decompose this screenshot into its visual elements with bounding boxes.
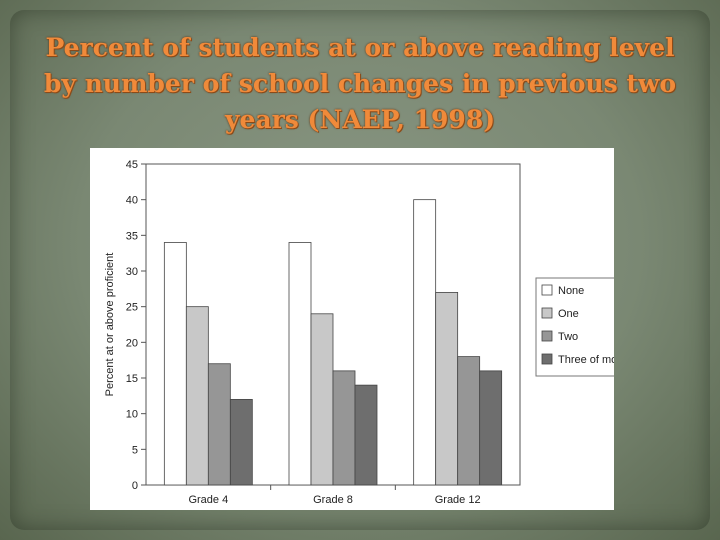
y-tick-label: 20 — [126, 337, 138, 349]
y-tick-label: 25 — [126, 302, 138, 314]
y-tick-label: 40 — [126, 195, 138, 207]
y-tick-label: 5 — [132, 444, 138, 456]
bar-none — [288, 242, 312, 486]
y-tick-label: 45 — [126, 159, 138, 171]
legend-swatch — [541, 353, 553, 365]
y-tick-label: 0 — [132, 480, 138, 492]
y-tick-label: 15 — [126, 373, 138, 385]
legend-label: One — [558, 308, 579, 320]
bar-two — [332, 370, 356, 486]
bar-one — [185, 306, 209, 486]
chart-panel: 0 5 10 15 20 25 30 35 40 45 Percent at or above pr… — [90, 148, 614, 510]
bar-two — [457, 356, 481, 486]
bar-chart: 0 5 10 15 20 25 30 35 40 45 Percent at or above pr… — [104, 159, 614, 506]
x-tick-label: Grade 12 — [435, 494, 481, 506]
legend-swatch — [541, 330, 553, 342]
legend-swatch — [541, 284, 553, 296]
y-axis-label: Percent at or above proficient — [104, 253, 116, 397]
bar-three-of-more — [354, 384, 378, 486]
x-tick-label: Grade 4 — [188, 494, 228, 506]
legend-label: None — [558, 285, 584, 297]
x-tick-label: Grade 8 — [313, 494, 353, 506]
y-tick-label: 30 — [126, 266, 138, 278]
legend-swatch — [541, 307, 553, 319]
y-tick-label: 10 — [126, 409, 138, 421]
bar-one — [310, 313, 334, 486]
bar-none — [163, 242, 187, 486]
legend-label: Three of more — [558, 354, 614, 366]
bar-none — [413, 199, 437, 486]
slide-title: Percent of students at or above reading … — [43, 33, 677, 134]
bar-two — [207, 363, 231, 486]
bar-three-of-more — [229, 398, 253, 486]
bar-one — [435, 291, 459, 486]
y-tick-label: 35 — [126, 230, 138, 242]
bar-three-of-more — [479, 370, 503, 486]
legend-label: Two — [558, 331, 578, 343]
